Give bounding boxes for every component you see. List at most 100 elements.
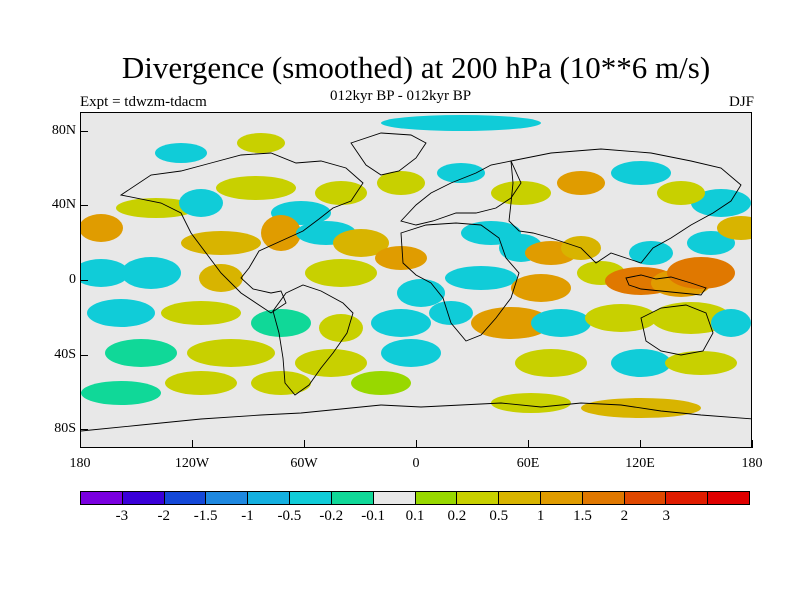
- lon-tick-label: 120W: [174, 456, 210, 471]
- divergence-field: [81, 115, 751, 418]
- divergence-contour-patch: [261, 215, 301, 251]
- lon-tick-label: 120E: [625, 456, 655, 471]
- lat-tick-label: 80S: [54, 421, 76, 437]
- divergence-contour-patch: [81, 259, 129, 287]
- lat-tick-label: 40S: [54, 346, 76, 362]
- divergence-contour-patch: [87, 299, 155, 327]
- divergence-contour-patch: [611, 161, 671, 185]
- divergence-contour-patch: [187, 339, 275, 367]
- colorbar-swatch: [122, 492, 165, 504]
- coastline-asia: [508, 148, 742, 264]
- colorbar-swatch: [708, 492, 749, 504]
- divergence-contour-patch: [216, 176, 296, 200]
- divergence-contour-patch: [199, 264, 243, 292]
- lat-tick-mark: [80, 280, 88, 281]
- plot-title: Divergence (smoothed) at 200 hPa (10**6 …: [121, 50, 711, 85]
- lat-tick-mark: [80, 205, 88, 207]
- divergence-contour-patch: [667, 257, 735, 289]
- divergence-contour-patch: [445, 266, 517, 290]
- divergence-contour-patch: [691, 189, 751, 217]
- divergence-contour-patch: [381, 339, 441, 367]
- lon-tick-label: 180: [741, 456, 763, 471]
- lon-tick-mark: [640, 440, 641, 448]
- colorbar-label: 1.5: [573, 508, 592, 524]
- divergence-contour-patch: [105, 339, 177, 367]
- coastline-australia: [640, 304, 714, 356]
- colorbar-label: 0.2: [447, 508, 467, 524]
- lat-tick-mark: [80, 354, 88, 356]
- divergence-contour-patch: [333, 229, 389, 257]
- divergence-contour-patch: [491, 181, 551, 205]
- divergence-contour-patch: [351, 371, 411, 395]
- divergence-contour-patch: [155, 143, 207, 163]
- lat-tick-label: 80N: [51, 122, 76, 138]
- divergence-contour-patch: [717, 216, 751, 240]
- divergence-contour-patch: [491, 393, 571, 413]
- colorbar-label: 0.5: [489, 508, 509, 524]
- colorbar-label: -1: [241, 508, 254, 524]
- coastline-south-america: [272, 284, 354, 396]
- divergence-contour-patch: [665, 351, 737, 375]
- season-label: DJF: [728, 94, 754, 110]
- divergence-contour-patch: [381, 115, 541, 131]
- divergence-contour-patch: [81, 381, 161, 405]
- lon-tick-mark: [80, 440, 81, 448]
- divergence-contour-patch: [315, 181, 367, 205]
- lon-tick-mark: [416, 440, 417, 448]
- colorbar-label: -0.5: [277, 508, 302, 524]
- divergence-contour-patch: [511, 274, 571, 302]
- divergence-contour-patch: [629, 241, 673, 265]
- divergence-map: [80, 112, 752, 448]
- divergence-contour-patch: [585, 304, 657, 332]
- divergence-contour-patch: [557, 171, 605, 195]
- divergence-contour-patch: [165, 371, 237, 395]
- coastline-antarctica: [81, 402, 751, 432]
- colorbar-swatch: [415, 492, 458, 504]
- lon-tick-label: 180: [69, 456, 91, 471]
- colorbar-swatch: [540, 492, 583, 504]
- divergence-contour-patch: [437, 163, 485, 183]
- colorbar-label: -1.5: [193, 508, 218, 524]
- colorbar-label: 1: [536, 508, 545, 524]
- colorbar-swatch: [624, 492, 667, 504]
- lon-tick-mark: [752, 440, 753, 448]
- divergence-contour-patch: [711, 309, 751, 337]
- lon-tick-label: 0: [412, 456, 420, 471]
- coastline-north-america: [119, 152, 364, 314]
- coastline-africa: [400, 222, 520, 342]
- divergence-contour-patch: [251, 371, 311, 395]
- colorbar-swatch: [164, 492, 207, 504]
- colorbar-label: -0.2: [319, 508, 344, 524]
- divergence-contour-patch: [531, 309, 591, 337]
- colorbar-swatch: [666, 492, 709, 504]
- divergence-contour-patch: [429, 301, 473, 325]
- lon-tick-label: 60W: [290, 456, 318, 471]
- divergence-contour-patch: [471, 307, 551, 339]
- colorbar-label: 0.1: [405, 508, 425, 524]
- map-svg: [81, 115, 751, 432]
- coastline-greenland: [350, 132, 427, 176]
- colorbar-label: 3: [662, 508, 671, 524]
- divergence-contour-patch: [377, 171, 425, 195]
- colorbar-swatch: [248, 492, 291, 504]
- divergence-contour-patch: [251, 309, 311, 337]
- colorbar-swatch: [206, 492, 249, 504]
- divergence-contour-patch: [305, 259, 377, 287]
- lon-tick-mark: [528, 440, 529, 448]
- divergence-contour-patch: [237, 133, 285, 153]
- lon-tick-label: 60E: [516, 456, 540, 471]
- divergence-contour-patch: [161, 301, 241, 325]
- divergence-contour-patch: [319, 314, 363, 342]
- colorbar-label: -2: [157, 508, 171, 524]
- lat-tick-label: 0: [69, 272, 76, 287]
- coastlines: [81, 132, 751, 432]
- colorbar-swatch: [457, 492, 500, 504]
- lat-tick-mark: [80, 130, 88, 132]
- divergence-contour-patch: [657, 181, 705, 205]
- colorbar: [80, 491, 750, 505]
- colorbar-swatch: [499, 492, 541, 504]
- colorbar-label: -0.1: [361, 508, 385, 524]
- divergence-contour-patch: [371, 309, 431, 337]
- lon-tick-mark: [192, 440, 193, 448]
